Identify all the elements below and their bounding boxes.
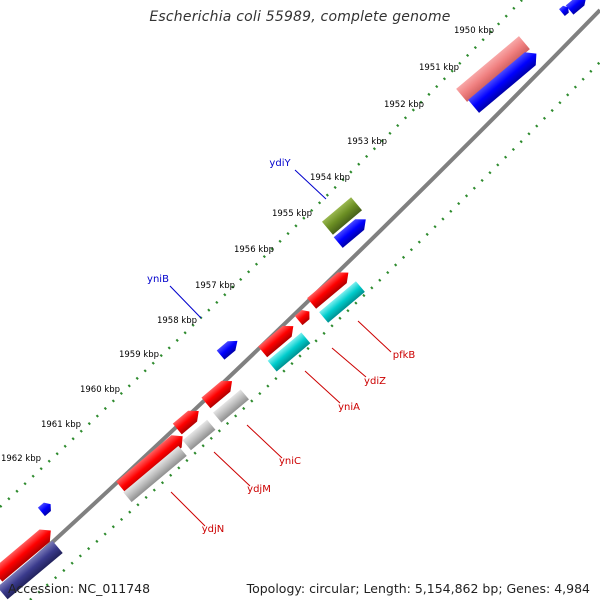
gene-red-bottom bbox=[0, 529, 51, 582]
scale-label: 1953 kbp bbox=[347, 137, 387, 147]
gene-label-ydiZ: ydiZ bbox=[364, 376, 386, 387]
accession-label: Accession: bbox=[8, 581, 75, 596]
gene-label-ydjN: ydjN bbox=[202, 524, 225, 535]
gene-navy-bottom bbox=[0, 540, 63, 600]
gene-red-1961 bbox=[172, 410, 199, 435]
scale-label: 1962 kbp bbox=[1, 454, 41, 464]
gene-gray-ydjM bbox=[182, 419, 216, 451]
gene-red-1956 bbox=[307, 272, 349, 309]
gene-label-yniB: yniB bbox=[147, 274, 169, 285]
gene-blue-yniB bbox=[216, 340, 238, 360]
gene-cyan-yniA bbox=[267, 332, 311, 372]
topology-value: circular bbox=[309, 581, 356, 596]
scale-label: 1951 kbp bbox=[419, 63, 459, 73]
gene-gray-ydjN bbox=[123, 445, 187, 503]
gene-leader-line bbox=[213, 451, 251, 487]
scale-label: 1956 kbp bbox=[234, 245, 274, 255]
length-value: 5,154,862 bp bbox=[414, 581, 499, 596]
scale-label: 1955 kbp bbox=[272, 209, 312, 219]
accession-value: NC_011748 bbox=[78, 581, 151, 596]
gene-label-yniC: yniC bbox=[279, 456, 301, 467]
gene-blue-1962 bbox=[37, 502, 51, 517]
genome-backbone bbox=[0, 8, 600, 592]
scale-label: 1952 kbp bbox=[384, 100, 424, 110]
scale-label: 1960 kbp bbox=[80, 385, 120, 395]
gene-label-ydiY: ydiY bbox=[269, 158, 291, 169]
gene-label-yniA: yniA bbox=[338, 402, 360, 413]
scale-label: 1959 kbp bbox=[119, 350, 159, 360]
genome-stats: Topology: circular; Length: 5,154,862 bp… bbox=[246, 581, 590, 596]
gene-olive-ydiY bbox=[321, 197, 363, 235]
genes-label: Genes: bbox=[506, 581, 551, 596]
scale-label: 1961 kbp bbox=[41, 420, 81, 430]
gene-pink-1950 bbox=[456, 36, 530, 102]
label-layer: 1950 kbp 1951 kbp 1952 kbp 1953 kbp 1954 kbp… bbox=[1, 26, 494, 535]
gene-leader-line bbox=[331, 347, 367, 378]
gene-leader-line bbox=[170, 491, 206, 527]
gene-blue-top-small bbox=[559, 5, 569, 17]
scale-label: 1958 kbp bbox=[157, 316, 197, 326]
gene-label-pfkB: pfkB bbox=[393, 350, 416, 361]
inner-tick-track bbox=[29, 61, 600, 600]
gene-leader-line bbox=[294, 169, 327, 200]
footer-bar: Accession: NC_011748 Topology: circular;… bbox=[0, 578, 600, 600]
gene-red-ydiZ bbox=[258, 325, 294, 358]
topology-label: Topology: bbox=[246, 581, 306, 596]
gene-red-small bbox=[294, 310, 310, 326]
accession-info: Accession: NC_011748 bbox=[8, 581, 150, 596]
gene-red-ydjN bbox=[116, 435, 183, 494]
length-label: Length: bbox=[363, 581, 411, 596]
genes-value: 4,984 bbox=[554, 581, 590, 596]
gene-leader-line bbox=[304, 370, 341, 404]
scale-label: 1957 kbp bbox=[195, 281, 235, 291]
map-title: Escherichia coli 55989, complete genome bbox=[149, 9, 451, 25]
gene-leader-line bbox=[169, 285, 202, 319]
gene-blue-1955 bbox=[333, 219, 366, 248]
scale-label: 1950 kbp bbox=[454, 26, 494, 36]
gene-blue-1951 bbox=[468, 52, 537, 113]
gene-cyan-pfkB bbox=[319, 281, 365, 323]
outer-tick-track bbox=[0, 0, 523, 508]
scale-label: 1954 kbp bbox=[310, 173, 350, 183]
gene-blue-top bbox=[565, 0, 587, 15]
gene-leader-line bbox=[357, 320, 392, 353]
gene-red-1960 bbox=[201, 380, 233, 409]
gene-label-ydjM: ydjM bbox=[247, 484, 271, 495]
gene-leader-line bbox=[246, 424, 283, 459]
gene-gray-yniC bbox=[213, 389, 249, 423]
